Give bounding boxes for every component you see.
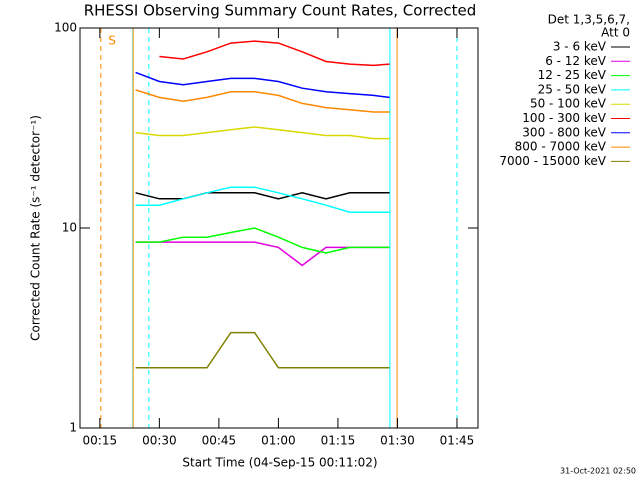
series-line: [135, 192, 390, 200]
legend-label: 800 - 7000 keV: [515, 140, 607, 154]
legend-header: Det 1,3,5,6,7,: [548, 13, 630, 27]
legend-label: 3 - 6 keV: [553, 40, 607, 54]
x-axis-label: Start Time (04-Sep-15 00:11:02): [182, 456, 377, 470]
legend-label: 300 - 800 keV: [522, 125, 606, 139]
legend-label: 50 - 100 keV: [530, 97, 607, 111]
y-tick-label: 100: [54, 21, 77, 35]
legend-label: 7000 - 15000 keV: [499, 154, 606, 168]
series-line: [159, 40, 390, 67]
x-tick-label: 01:15: [321, 434, 356, 448]
series-line: [135, 71, 390, 99]
legend-label: 25 - 50 keV: [538, 82, 607, 96]
x-tick-label: 00:15: [83, 434, 118, 448]
series-line: [135, 186, 390, 213]
x-tick-label: 01:00: [261, 434, 296, 448]
x-tick-label: 00:30: [142, 434, 177, 448]
series-line: [135, 89, 390, 113]
x-tick-label: 01:45: [440, 434, 475, 448]
series-line: [135, 241, 390, 267]
footer: 31-Oct-2021 02:50: [560, 467, 636, 476]
y-axis-label: Corrected Count Rate (s⁻¹ detector⁻¹): [29, 115, 43, 341]
series-line: [135, 331, 390, 369]
y-tick-label: 10: [62, 221, 77, 235]
y-tick-label: 1: [69, 421, 77, 435]
chart-title: RHESSI Observing Summary Count Rates, Co…: [84, 2, 477, 20]
legend-label: 12 - 25 keV: [538, 68, 607, 82]
series-line: [135, 126, 390, 140]
legend-label: 6 - 12 keV: [545, 54, 607, 68]
series-line: [135, 227, 390, 254]
annotation: S: [108, 34, 116, 48]
legend-header: Att 0: [601, 26, 630, 40]
legend-label: 100 - 300 keV: [522, 111, 606, 125]
x-tick-label: 01:30: [380, 434, 415, 448]
x-tick-label: 00:45: [202, 434, 237, 448]
